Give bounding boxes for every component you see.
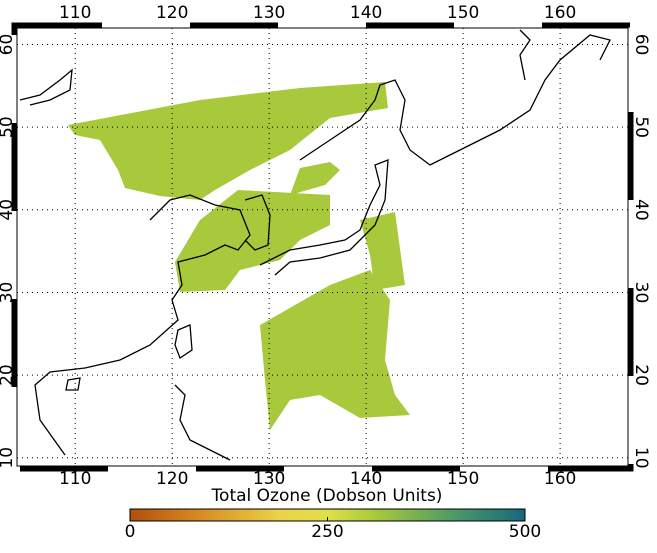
y-tick-label: 20 xyxy=(0,364,17,386)
x-tick-label: 110 xyxy=(59,469,91,489)
x-tick-label: 130 xyxy=(253,3,285,23)
y-tick-label: 50 xyxy=(0,116,17,138)
x-tick-label: 120 xyxy=(156,469,188,489)
x-tick-label: 140 xyxy=(350,3,382,23)
colorbar-tick-label: 0 xyxy=(125,522,136,542)
y-tick-label: 20 xyxy=(631,364,651,386)
y-tick-label: 10 xyxy=(631,447,651,469)
y-tick-label: 30 xyxy=(0,282,17,304)
x-tick-label: 150 xyxy=(447,469,479,489)
colorbar-tick-label: 250 xyxy=(311,522,343,542)
y-tick-label: 30 xyxy=(631,282,651,304)
x-tick-label: 110 xyxy=(59,3,91,23)
y-tick-label: 10 xyxy=(0,447,17,469)
y-tick-label: 50 xyxy=(631,116,651,138)
x-tick-label: 160 xyxy=(544,3,576,23)
y-tick-label: 60 xyxy=(0,34,17,56)
x-tick-label: 140 xyxy=(350,469,382,489)
x-tick-label: 160 xyxy=(544,469,576,489)
ozone-swath xyxy=(68,82,410,430)
y-tick-label: 40 xyxy=(631,199,651,221)
x-tick-label: 150 xyxy=(447,3,479,23)
map-frame xyxy=(16,27,629,467)
y-tick-label: 60 xyxy=(631,34,651,56)
x-tick-label: 120 xyxy=(156,3,188,23)
map-area xyxy=(19,29,611,461)
y-tick-label: 40 xyxy=(0,199,17,221)
x-tick-label: 130 xyxy=(253,469,285,489)
colorbar-tick-label: 500 xyxy=(509,522,541,542)
colorbar-title: Total Ozone (Dobson Units) xyxy=(211,486,443,506)
coastlines xyxy=(19,29,611,461)
